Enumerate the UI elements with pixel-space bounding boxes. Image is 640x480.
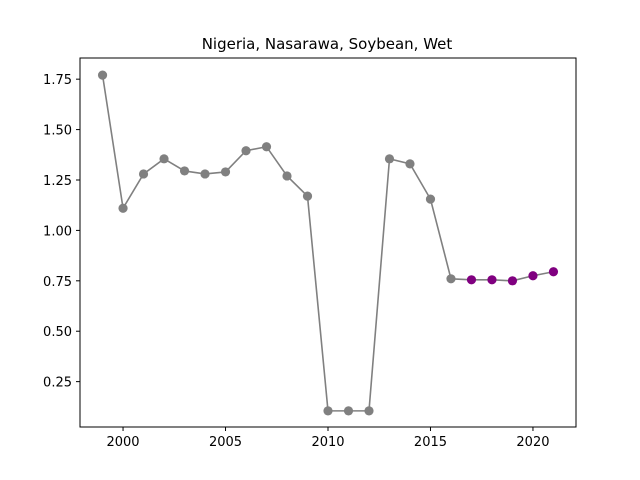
data-point bbox=[282, 171, 292, 181]
y-tick-label: 1.50 bbox=[43, 124, 72, 139]
data-point bbox=[323, 406, 333, 416]
data-point bbox=[179, 166, 190, 176]
x-tick-label: 2000 bbox=[106, 435, 139, 450]
plot-layer: 2000 2005 2010 2015 2020 0.25 0.50 0.75 1.00 1.25… bbox=[43, 57, 577, 450]
data-point bbox=[364, 406, 374, 416]
data-point bbox=[384, 154, 395, 164]
data-point bbox=[302, 191, 313, 201]
x-tick-label: 2005 bbox=[209, 435, 242, 450]
data-point bbox=[118, 203, 128, 213]
x-tick-label: 2020 bbox=[516, 435, 549, 450]
data-point bbox=[200, 169, 210, 179]
data-point bbox=[220, 167, 231, 177]
data-point bbox=[548, 267, 559, 277]
data-point bbox=[487, 275, 497, 285]
chart-title: Nigeria, Nasarawa, Soybean, Wet bbox=[202, 35, 453, 53]
data-point bbox=[261, 142, 272, 152]
data-point bbox=[466, 275, 477, 285]
data-point bbox=[241, 146, 251, 156]
data-point bbox=[343, 406, 354, 416]
y-tick-label: 1.75 bbox=[43, 73, 72, 88]
data-point bbox=[528, 271, 538, 281]
y-tick-label: 0.75 bbox=[43, 275, 72, 290]
y-tick-label: 1.25 bbox=[43, 174, 72, 189]
data-point bbox=[425, 194, 436, 204]
x-tick-label: 2010 bbox=[311, 435, 344, 450]
data-point bbox=[138, 169, 149, 179]
data-point bbox=[507, 276, 518, 286]
y-tick-label: 1.00 bbox=[43, 224, 72, 239]
x-tick-label: 2015 bbox=[414, 435, 447, 450]
data-point bbox=[446, 274, 456, 284]
y-tick-label: 0.25 bbox=[43, 376, 72, 391]
data-point bbox=[405, 159, 415, 169]
data-point bbox=[97, 70, 108, 80]
y-tick-label: 0.50 bbox=[43, 325, 72, 340]
data-point bbox=[159, 154, 169, 164]
